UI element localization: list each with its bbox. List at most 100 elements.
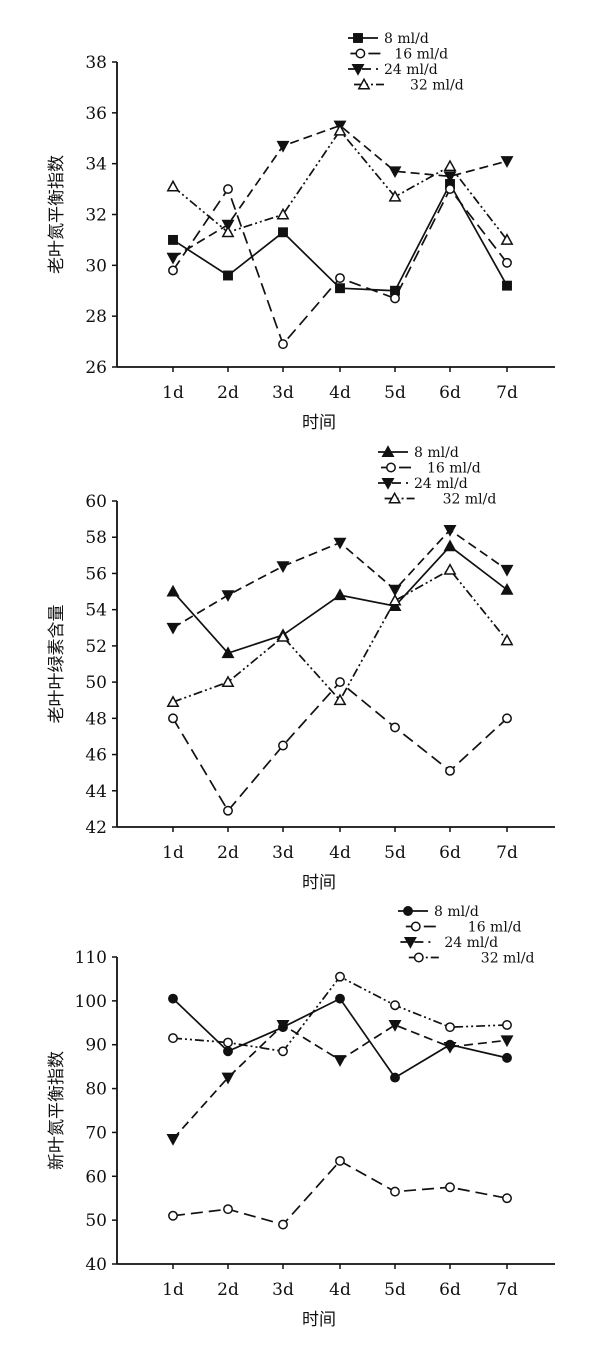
legend-label: 8 ml/d bbox=[434, 904, 479, 920]
legend-label: 24 ml/d bbox=[444, 935, 498, 951]
data-point bbox=[443, 1041, 457, 1054]
data-point bbox=[388, 584, 402, 597]
data-point bbox=[333, 537, 347, 550]
x-tick-label: 3d bbox=[272, 843, 294, 863]
y-tick-label: 48 bbox=[85, 709, 107, 729]
y-axis-label: 老叶叶绿素含量 bbox=[47, 605, 67, 724]
data-point bbox=[276, 630, 290, 642]
data-point bbox=[221, 590, 235, 602]
x-tick-label: 2d bbox=[217, 1280, 239, 1300]
data-point bbox=[221, 675, 235, 688]
data-point bbox=[335, 677, 345, 688]
data-point bbox=[223, 805, 233, 816]
data-point bbox=[221, 225, 235, 238]
data-point bbox=[223, 1046, 233, 1057]
data-point bbox=[443, 159, 457, 172]
data-point bbox=[333, 693, 347, 706]
legend-marker bbox=[381, 445, 395, 457]
x-tick-label: 1d bbox=[162, 843, 184, 863]
legend-marker bbox=[357, 77, 371, 90]
legend: 8 ml/d16 ml/d24 ml/d32 ml/d bbox=[398, 904, 535, 967]
data-point bbox=[500, 582, 514, 595]
data-point bbox=[278, 227, 288, 238]
data-point bbox=[335, 971, 345, 982]
legend-label: 24 ml/d bbox=[384, 62, 438, 78]
data-point bbox=[166, 584, 180, 597]
x-tick-label: 2d bbox=[217, 383, 239, 403]
y-tick-label: 56 bbox=[85, 564, 107, 584]
data-point bbox=[445, 1022, 455, 1033]
data-point bbox=[445, 1182, 455, 1193]
x-tick-label: 6d bbox=[439, 1280, 461, 1300]
y-tick-label: 70 bbox=[85, 1123, 107, 1143]
data-point bbox=[443, 171, 457, 184]
data-point bbox=[500, 1035, 514, 1048]
data-point bbox=[443, 563, 457, 575]
legend-marker bbox=[353, 33, 363, 43]
series-2 bbox=[168, 1155, 512, 1230]
data-point bbox=[390, 722, 400, 733]
series-4 bbox=[166, 123, 514, 245]
series-3 bbox=[166, 120, 514, 265]
legend-label: 32 ml/d bbox=[481, 951, 535, 967]
data-point bbox=[335, 993, 345, 1004]
data-point bbox=[502, 257, 512, 268]
data-point bbox=[223, 1037, 233, 1048]
data-point bbox=[388, 166, 402, 179]
data-point bbox=[335, 273, 345, 283]
data-point bbox=[166, 695, 180, 707]
data-point bbox=[333, 588, 347, 601]
data-point bbox=[223, 184, 233, 195]
y-tick-label: 50 bbox=[85, 673, 107, 693]
y-tick-label: 60 bbox=[85, 492, 107, 512]
legend: 8 ml/d16 ml/d24 ml/d32 ml/d bbox=[378, 445, 496, 508]
y-tick-label: 80 bbox=[85, 1080, 107, 1100]
y-tick-label: 40 bbox=[85, 1255, 107, 1275]
y-tick-label: 50 bbox=[85, 1211, 107, 1231]
data-point bbox=[388, 189, 402, 202]
data-point bbox=[502, 1052, 512, 1063]
data-point bbox=[221, 219, 235, 232]
x-tick-label: 6d bbox=[439, 383, 461, 403]
legend-label: 32 ml/d bbox=[443, 492, 497, 508]
data-point bbox=[500, 156, 514, 168]
data-point bbox=[166, 1134, 180, 1146]
data-point bbox=[221, 1072, 235, 1085]
data-point bbox=[500, 633, 514, 646]
series-1 bbox=[168, 993, 512, 1083]
legend-label: 32 ml/d bbox=[410, 78, 464, 94]
data-point bbox=[388, 1020, 402, 1032]
x-tick-label: 6d bbox=[439, 843, 461, 863]
y-tick-label: 100 bbox=[75, 992, 107, 1012]
data-point bbox=[500, 564, 514, 577]
y-tick-label: 110 bbox=[75, 948, 107, 968]
y-tick-label: 32 bbox=[85, 206, 107, 226]
data-point bbox=[168, 265, 178, 276]
legend-marker bbox=[403, 937, 417, 949]
series-4 bbox=[166, 563, 514, 707]
data-point bbox=[166, 622, 180, 635]
legend-marker bbox=[386, 462, 396, 473]
legend-marker bbox=[351, 64, 365, 76]
y-tick-label: 26 bbox=[85, 358, 107, 378]
data-point bbox=[443, 525, 457, 537]
legend-label: 16 ml/d bbox=[427, 461, 481, 477]
y-axis-label: 新叶氮平衡指数 bbox=[47, 1051, 67, 1170]
data-point bbox=[390, 1072, 400, 1083]
legend-marker bbox=[410, 921, 421, 932]
x-tick-label: 2d bbox=[217, 843, 239, 863]
series-3 bbox=[166, 1020, 514, 1146]
y-tick-label: 90 bbox=[85, 1036, 107, 1056]
x-axis-label: 时间 bbox=[302, 873, 336, 893]
chart-1: 26 28 30 32 34 36 38 1d 2d 3d 4d 5d 6d 7d 时间 老叶氮平衡指数 8 m… bbox=[47, 31, 555, 433]
x-tick-label: 1d bbox=[162, 1280, 184, 1300]
data-point bbox=[276, 207, 290, 220]
x-tick-label: 1d bbox=[162, 383, 184, 403]
data-point bbox=[276, 561, 290, 573]
series-4 bbox=[168, 971, 512, 1057]
legend-marker bbox=[403, 906, 413, 916]
series-line bbox=[172, 1159, 508, 1226]
y-tick-label: 60 bbox=[85, 1167, 107, 1187]
x-axis-label: 时间 bbox=[302, 413, 336, 433]
x-tick-label: 5d bbox=[384, 383, 406, 403]
